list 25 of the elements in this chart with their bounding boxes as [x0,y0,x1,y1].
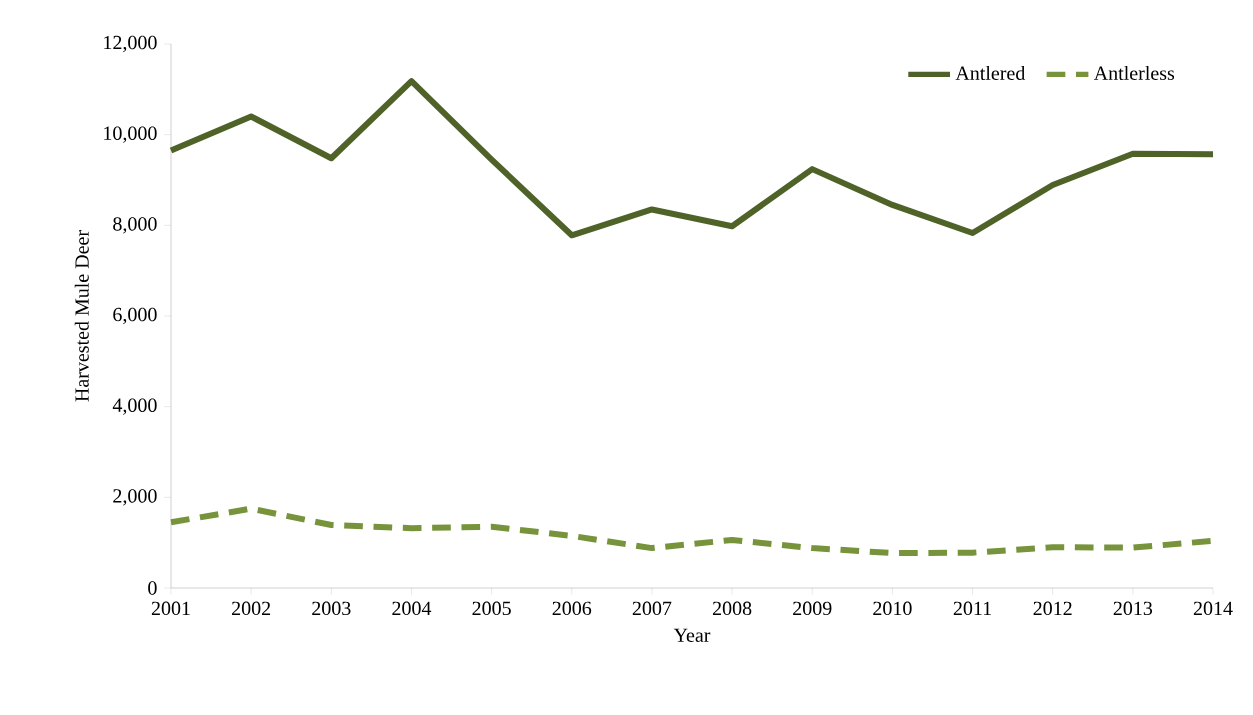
x-tick-label: 2013 [1113,601,1153,616]
x-tick-label: 2003 [312,601,351,616]
x-tick-label: 2011 [953,601,991,616]
y-axis-title: Harvested Mule Deer [74,230,89,402]
x-axis-title: Year [673,628,711,642]
x-tick-label: 2002 [232,601,271,616]
y-tick-label: 10,000 [104,126,157,143]
legend-label: Antlered [955,65,1026,80]
x-tick-label: 2005 [472,601,511,616]
y-tick-label: 6,000 [113,307,157,325]
x-tick-label: 2004 [392,601,432,616]
y-tick-label: 8,000 [113,217,157,234]
x-tick-label: 2010 [873,601,912,616]
x-tick-label: 2014 [1193,601,1233,616]
y-tick-label: 12,000 [104,35,157,53]
x-tick-label: 2001 [151,601,190,616]
x-tick-label: 2007 [632,601,672,616]
x-tick-label: 2012 [1033,601,1072,616]
x-tick-label: 2009 [793,601,832,616]
x-tick-label: 2008 [712,601,752,616]
x-tick-label: 2006 [552,601,592,616]
y-tick-label: 0 [148,581,157,595]
y-tick-label: 4,000 [112,398,157,415]
y-tick-label: 2,000 [113,489,157,506]
legend-label: Antlerless [1093,65,1175,80]
